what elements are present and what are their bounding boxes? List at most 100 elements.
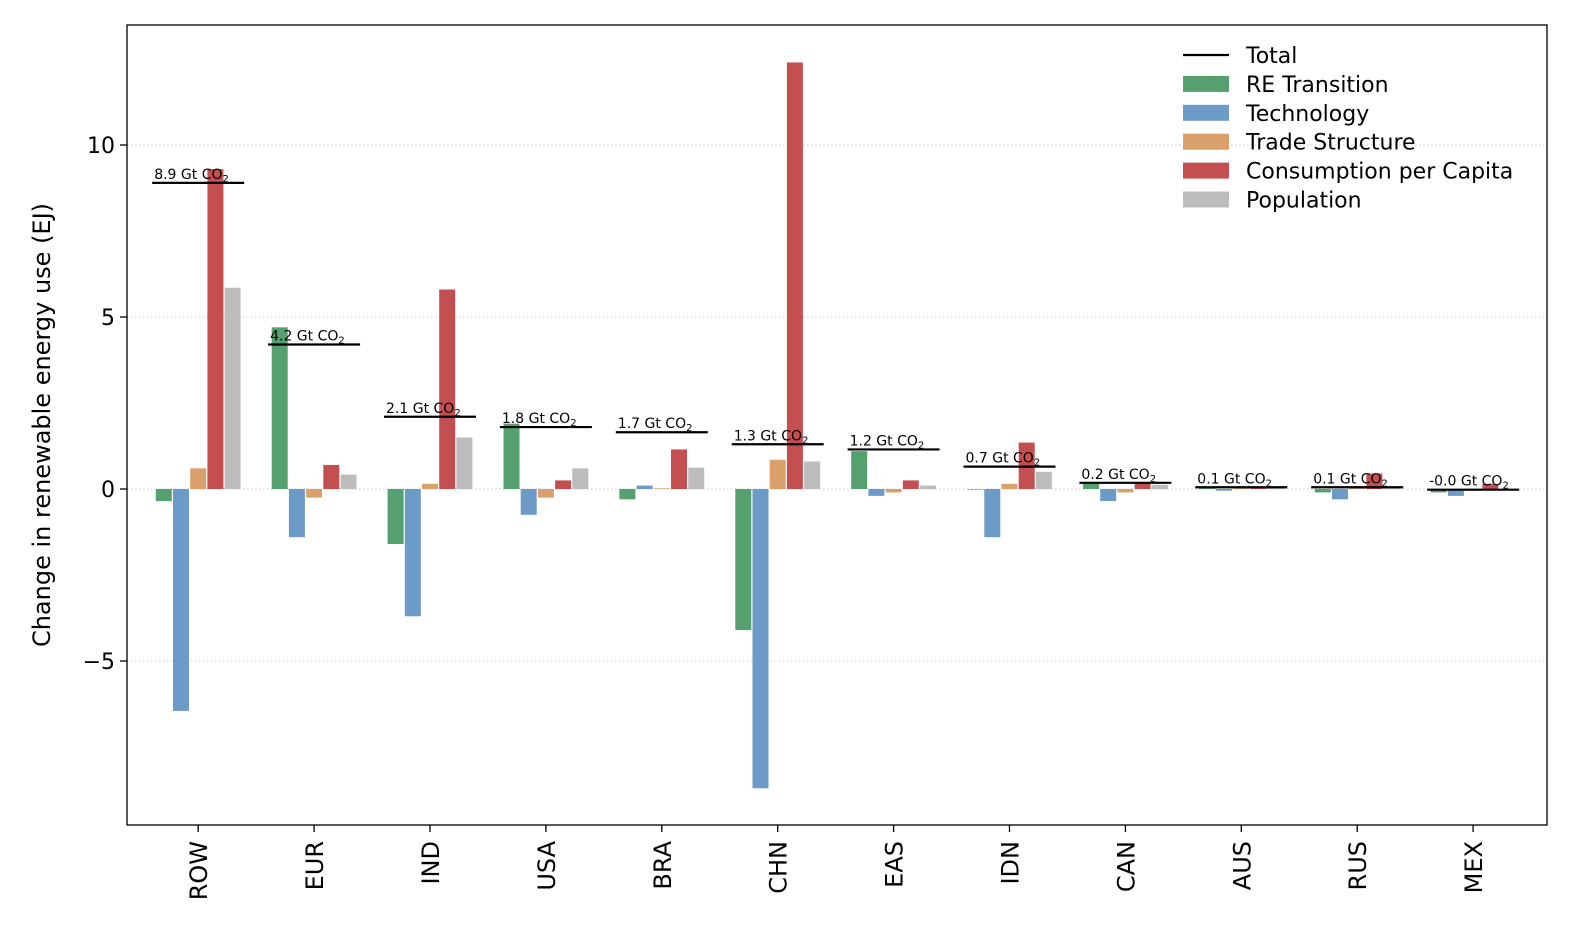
total-annotation: -0.0 Gt CO2 [1429,474,1509,492]
bar-re-transition-bra [619,489,636,500]
legend-label: Population [1246,189,1362,214]
legend-label: Total [1245,44,1297,69]
legend-label: Technology [1245,102,1369,127]
bar-population-can [1151,484,1168,489]
bar-population-eas [920,485,936,489]
total-annotation: 2.1 Gt CO2 [386,401,461,419]
bar-technology-aus [1216,489,1233,491]
x-tick-label: EUR [301,841,329,890]
bar-trade-structure-idn [1001,483,1018,489]
bar-re-transition-ind [387,489,404,545]
total-annotation: 1.8 Gt CO2 [502,411,577,429]
legend-swatch-population [1183,191,1229,208]
legend-label: Consumption per Capita [1246,160,1513,185]
bar-consumption-per-capita-can [1134,482,1151,489]
bar-technology-mex [1447,489,1464,496]
bar-re-transition-chn [735,489,752,631]
legend-swatch-consumption-per-capita [1183,162,1229,179]
plot-frame [126,24,1548,826]
bar-population-usa [572,468,589,489]
total-annotation: 4.2 Gt CO2 [270,329,345,347]
bars [155,62,1516,789]
bar-consumption-per-capita-usa [555,480,572,489]
y-tick-label: 0 [101,478,115,503]
legend-swatch-technology [1183,104,1229,121]
bar-re-transition-eur [271,327,288,489]
legend: Total RE Transition Technology Trade Struct… [1183,44,1513,214]
bar-re-transition-eas [851,451,868,489]
bar-population-aus [1267,488,1284,489]
bar-consumption-per-capita-mex [1482,483,1499,489]
bar-re-transition-usa [503,423,520,489]
bar-trade-structure-chn [769,459,786,489]
y-tick-label: 10 [87,134,115,159]
bar-population-chn [804,461,821,489]
legend-swatch-trade-structure [1183,133,1229,150]
y-tick-label: −5 [83,650,115,675]
x-tick-label: IDN [997,841,1025,885]
total-annotation: 0.2 Gt CO2 [1081,467,1156,485]
x-tick-label: AUS [1228,841,1256,890]
bar-re-transition-row [155,489,172,502]
bar-consumption-per-capita-chn [786,62,803,489]
bar-population-idn [1035,471,1052,489]
legend-swatch-re-transition [1183,75,1229,92]
total-annotation: 0.1 Gt CO2 [1197,471,1272,489]
bar-trade-structure-usa [537,489,554,498]
bar-re-transition-aus [1198,488,1215,489]
total-annotation: 1.2 Gt CO2 [850,433,925,451]
bar-trade-structure-eur [306,489,323,498]
bar-technology-row [173,489,189,711]
x-tick-label: BRA [649,840,677,889]
bar-technology-can [1100,489,1117,502]
bar-consumption-per-capita-ind [439,289,456,489]
bar-technology-bra [636,485,653,489]
bar-technology-rus [1332,489,1348,500]
y-axis: −5 0 5 10 [83,134,127,675]
bar-population-row [224,287,241,489]
legend-label: RE Transition [1246,73,1389,98]
bar-re-transition-can [1083,483,1099,489]
x-tick-label: USA [533,840,561,890]
bar-consumption-per-capita-eur [323,464,340,489]
bar-consumption-per-capita-eas [902,480,919,489]
x-tick-label: CHN [765,841,793,894]
bar-technology-usa [520,489,537,515]
bar-consumption-per-capita-rus [1366,473,1383,489]
bar-technology-ind [404,489,421,617]
total-annotation: 0.1 Gt CO2 [1313,471,1388,489]
bar-technology-eas [868,489,885,496]
total-annotation: 8.9 Gt CO2 [154,167,229,185]
x-tick-label: EAS [881,841,909,888]
bar-population-eur [340,474,357,489]
bar-technology-eur [288,489,305,538]
bar-re-transition-idn [967,489,984,490]
bar-trade-structure-row [190,468,207,489]
bar-trade-structure-aus [1233,488,1250,489]
x-tick-label: MEX [1460,841,1488,893]
bar-trade-structure-eas [885,489,902,493]
gridlines [127,144,1547,662]
x-axis: ROW EUR IND USA BRA CHN EAS IDN CAN AUS RUS MEX [185,825,1488,900]
bar-trade-structure-bra [653,488,670,489]
y-tick-label: 5 [101,306,115,331]
bar-re-transition-rus [1314,489,1331,493]
bar-population-rus [1383,488,1400,489]
x-tick-label: CAN [1112,841,1140,892]
bar-consumption-per-capita-bra [671,449,687,489]
x-tick-label: IND [417,841,445,885]
total-annotation: 1.3 Gt CO2 [734,428,809,446]
total-annotation: 1.7 Gt CO2 [618,416,693,434]
bar-trade-structure-rus [1349,488,1366,489]
bar-consumption-per-capita-aus [1250,488,1267,489]
bar-population-bra [688,467,705,489]
legend-label: Trade Structure [1245,131,1416,156]
bar-trade-structure-ind [422,483,438,489]
bar-population-ind [456,437,473,489]
x-tick-label: RUS [1344,841,1372,890]
bar-consumption-per-capita-row [207,169,224,489]
bar-technology-chn [752,489,769,789]
total-lines: 8.9 Gt CO2 4.2 Gt CO2 2.1 Gt CO2 1.8 Gt CO2… [152,167,1520,492]
x-tick-label: ROW [185,841,213,900]
